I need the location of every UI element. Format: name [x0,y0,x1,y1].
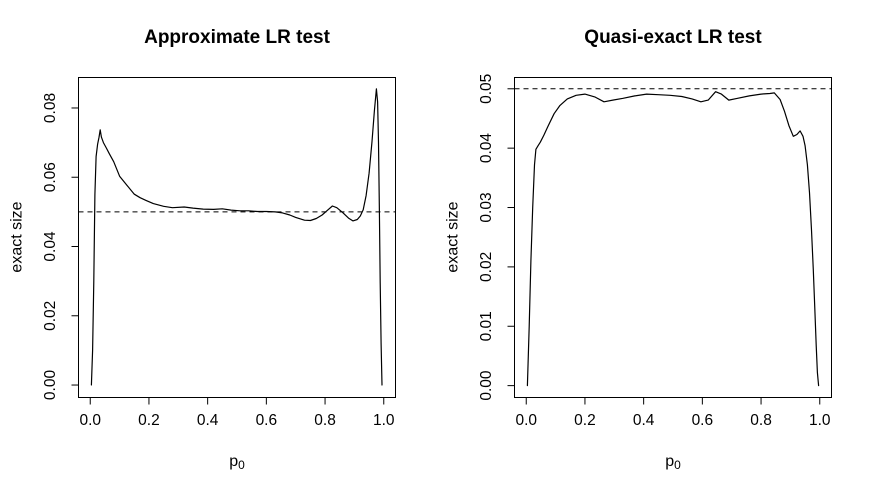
x-axis-title-base: p [229,453,238,470]
x-axis-tick-label: 0.0 [515,412,537,429]
panel-quasi-exact-lr-test: 0.0 0.2 0.4 0.6 0.8 1.0 0.00 0.01 0.02 0.03 0.04 0.… [445,27,832,472]
y-axis-tick-label: 0.04 [478,133,495,164]
x-axis-tick-label: 0.8 [314,412,336,429]
y-axis-tick-label: 0.05 [478,74,495,104]
x-axis-tick-label: 0.6 [692,412,714,429]
x-axis-tick-label: 1.0 [809,412,831,429]
x-axis-tick-label: 0.4 [633,412,655,429]
x-axis-tick-label: 0.0 [79,412,101,429]
x-axis-title-base: p [665,453,674,470]
y-axis-tick-label: 0.01 [478,311,495,341]
x-axis-tick-label: 0.2 [574,412,596,429]
y-axis-tick-label: 0.02 [42,301,59,331]
y-axis-title: exact size [445,201,462,272]
y-axis-tick-label: 0.02 [478,252,495,282]
y-axis-tick-label: 0.00 [42,370,59,401]
plot-box [514,77,832,398]
x-axis-tick-label: 0.6 [256,412,278,429]
x-axis-tick-label: 1.0 [373,412,395,429]
y-axis-tick-label: 0.08 [42,93,59,123]
series-line [526,91,820,387]
y-axis-tick-label: 0.06 [42,162,59,192]
x-axis-tick-label: 0.4 [197,412,219,429]
x-axis-tick-label: 0.8 [750,412,772,429]
x-axis-tick-label: 0.2 [138,412,160,429]
x-axis-title: p0 [665,453,681,472]
y-axis-title: exact size [9,201,26,272]
x-axis-title: p0 [229,453,245,472]
plot-title: Approximate LR test [144,27,330,48]
panel-approximate-lr-test: 0.0 0.2 0.4 0.6 0.8 1.0 0.00 0.02 0.04 0.06 0.08 A… [9,27,396,472]
y-axis-tick-label: 0.03 [478,192,495,222]
chart-layer-quasi-exact: 0.0 0.2 0.4 0.6 0.8 1.0 0.00 0.01 0.02 0.03 0.04 0.… [478,74,832,429]
y-axis-tick-label: 0.04 [42,231,59,262]
chart-layer-approximate: 0.0 0.2 0.4 0.6 0.8 1.0 0.00 0.02 0.04 0.06 0.08 [42,77,396,429]
x-axis-title-subscript: 0 [238,458,245,472]
series-line [90,88,383,386]
y-axis-tick-label: 0.00 [478,370,495,401]
x-axis-title-subscript: 0 [674,458,681,472]
plot-title: Quasi-exact LR test [584,27,762,48]
plot-box [78,77,396,398]
